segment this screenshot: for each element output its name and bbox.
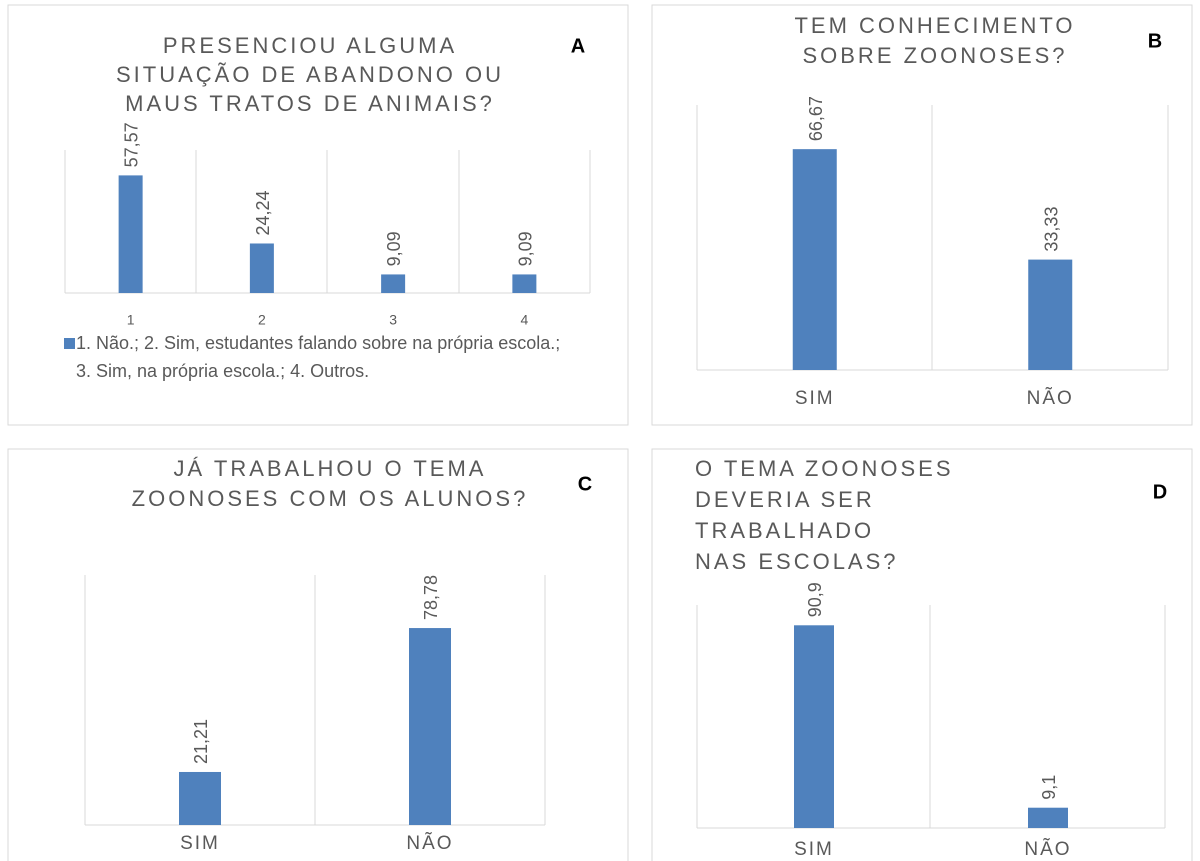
x-tick-label: 2 (258, 312, 266, 328)
bar (179, 771, 221, 825)
panel (7, 4, 629, 426)
x-tick-label: NÃO (1024, 838, 1071, 860)
chart-title: JÁ TRABALHOU O TEMA (174, 456, 487, 481)
x-tick-label: SIM (794, 839, 834, 860)
chart-title: TEM CONHECIMENTO (794, 13, 1075, 38)
x-tick-label: NÃO (1027, 387, 1074, 409)
panel (7, 448, 629, 861)
legend-swatch (64, 338, 75, 349)
chart-title: PRESENCIOU ALGUMA (163, 33, 457, 58)
x-tick-label: 4 (520, 312, 528, 328)
data-label: 33,33 (1041, 207, 1061, 252)
bar (249, 243, 274, 293)
panel-letter: A (571, 35, 585, 57)
data-label: 90,9 (805, 582, 825, 617)
chart-title: SOBRE ZOONOSES? (802, 43, 1067, 68)
x-tick-label: 3 (389, 312, 397, 328)
bar (512, 274, 537, 293)
bar (794, 625, 834, 828)
x-tick-label: NÃO (406, 832, 453, 854)
chart-title: ZOONOSES COM OS ALUNOS? (132, 486, 529, 511)
bar (1028, 259, 1073, 370)
panel-letter: C (578, 473, 592, 495)
x-tick-label: 1 (127, 312, 135, 328)
bar (381, 274, 406, 293)
data-label: 24,24 (253, 190, 273, 235)
panel-letter: D (1153, 481, 1167, 503)
panel (651, 448, 1193, 861)
legend-entry: 1. Não.; 2. Sim, estudantes falando sobr… (76, 333, 561, 381)
data-label: 21,21 (191, 719, 211, 764)
x-tick-label: SIM (795, 388, 835, 409)
bar (118, 175, 143, 293)
chart-title: MAUS TRATOS DE ANIMAIS? (125, 91, 495, 116)
chart-title: DEVERIA SER (695, 487, 875, 512)
legend: 1. Não.; 2. Sim, estudantes falando sobr… (76, 333, 561, 381)
bar (1028, 807, 1068, 828)
chart-title: O TEMA ZOONOSES (695, 456, 954, 481)
data-label: 9,1 (1039, 775, 1059, 800)
data-label: 9,09 (384, 231, 404, 266)
bar (792, 149, 837, 370)
data-label: 66,67 (806, 96, 826, 141)
data-label: 9,09 (515, 231, 535, 266)
x-tick-label: SIM (180, 833, 220, 854)
panel-letter: B (1148, 30, 1162, 52)
chart-title: TRABALHADO (695, 518, 874, 543)
data-label: 57,57 (122, 122, 142, 167)
panel (651, 4, 1193, 426)
chart-title: SITUAÇÃO DE ABANDONO OU (116, 62, 504, 87)
data-label: 78,78 (421, 575, 441, 620)
bar (409, 628, 451, 825)
chart-title: NAS ESCOLAS? (695, 549, 899, 574)
